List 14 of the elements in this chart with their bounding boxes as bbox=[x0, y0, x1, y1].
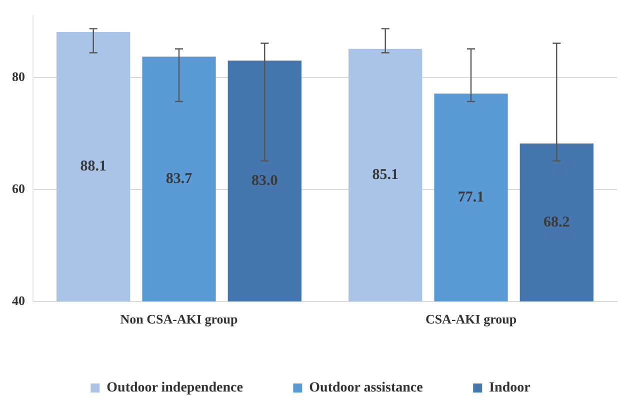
legend-label: Outdoor independence bbox=[106, 380, 243, 396]
y-tick-label: 40 bbox=[12, 292, 25, 308]
y-tick-label: 60 bbox=[12, 180, 25, 196]
text: 68.2 bbox=[544, 214, 570, 230]
y-tick-label: 80 bbox=[12, 68, 25, 84]
text: 85.1 bbox=[372, 166, 398, 183]
text: 77.1 bbox=[458, 189, 484, 206]
text: 88.1 bbox=[80, 158, 106, 175]
legend-label: Indoor bbox=[489, 380, 530, 396]
x-tick-label: Non CSA-AKI group bbox=[120, 312, 238, 327]
legend-label: Outdoor assistance bbox=[309, 380, 423, 396]
x-tick-label: CSA-AKI group bbox=[425, 312, 517, 327]
text: 83.0 bbox=[252, 172, 278, 189]
text: 83.7 bbox=[166, 170, 192, 187]
